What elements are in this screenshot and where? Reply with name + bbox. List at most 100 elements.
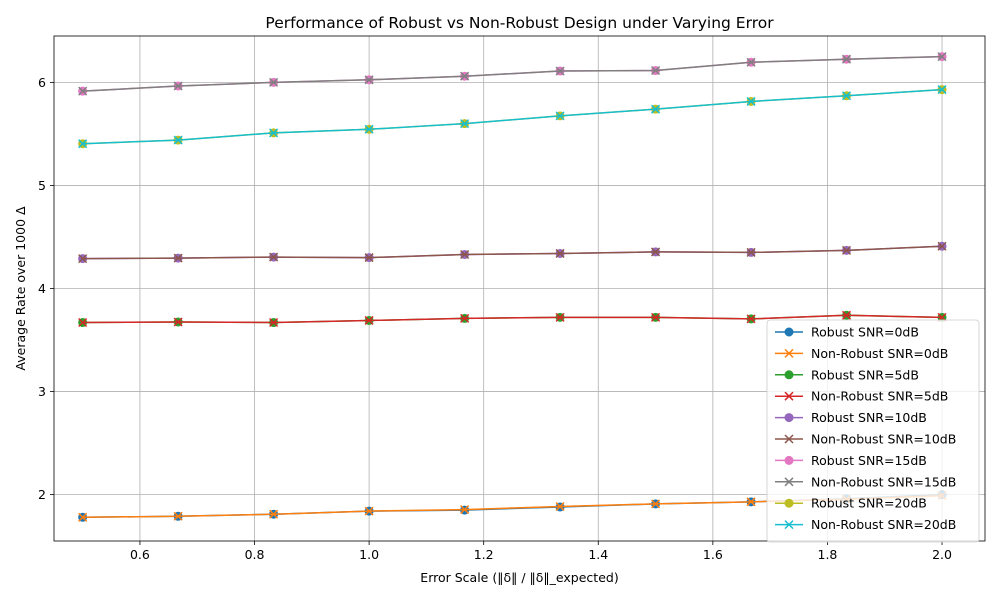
legend-label: Non-Robust SNR=5dB <box>811 389 948 404</box>
legend-marker <box>784 413 794 423</box>
series-line <box>82 55 943 92</box>
data-point <box>269 317 279 328</box>
series-line <box>82 88 943 145</box>
legend-label: Robust SNR=10dB <box>811 410 927 425</box>
data-point <box>937 52 947 62</box>
x-tick-label: 2.0 <box>932 547 952 562</box>
data-point <box>651 499 661 509</box>
legend-label: Non-Robust SNR=15dB <box>811 474 956 489</box>
series-line <box>82 314 943 324</box>
legend-marker <box>784 434 794 444</box>
legend-label: Non-Robust SNR=10dB <box>811 432 956 447</box>
data-point <box>78 139 88 149</box>
legend-item: Robust SNR=10dB <box>775 410 927 425</box>
data-point <box>364 506 374 516</box>
legend-item: Non-Robust SNR=10dB <box>775 432 956 447</box>
x-tick-label: 1.8 <box>818 547 838 562</box>
data-point <box>269 128 279 138</box>
data-point <box>173 317 183 327</box>
legend-label: Robust SNR=5dB <box>811 367 919 382</box>
data-point <box>269 509 279 519</box>
legend-label: Robust SNR=20dB <box>811 496 927 511</box>
legend-label: Non-Robust SNR=0dB <box>811 346 948 361</box>
ticks: 0.6 0.8 1.0 1.2 1.4 1.6 1.8 2.0 2 3 4 5 6 <box>38 75 952 562</box>
x-tick-label: 1.6 <box>703 547 723 562</box>
data-point <box>460 71 470 81</box>
legend-marker <box>784 348 794 358</box>
data-point <box>651 312 661 322</box>
data-point <box>269 252 279 262</box>
legend-marker <box>784 498 794 508</box>
data-point <box>555 312 565 322</box>
legend-item: Non-Robust SNR=0dB <box>775 346 948 361</box>
data-point <box>78 317 88 328</box>
y-tick-label: 2 <box>38 487 46 502</box>
data-point <box>364 75 374 85</box>
y-tick-label: 6 <box>38 75 46 90</box>
legend-item: Non-Robust SNR=15dB <box>775 474 956 489</box>
y-tick-label: 5 <box>38 178 46 193</box>
data-point <box>841 245 852 255</box>
data-point <box>651 247 661 257</box>
y-axis-label: Average Rate over 1000 Δ <box>13 206 28 371</box>
data-point <box>460 505 470 515</box>
data-point <box>173 511 183 521</box>
data-point <box>173 81 183 91</box>
data-point <box>746 497 756 507</box>
legend-marker <box>784 370 794 380</box>
x-axis-label: Error Scale (‖δ‖ / ‖δ‖_expected) <box>420 570 618 585</box>
legend-marker <box>784 477 794 487</box>
data-point <box>746 57 756 67</box>
legend-marker <box>784 520 794 530</box>
legend-label: Robust SNR=0dB <box>811 325 919 340</box>
data-point <box>78 512 88 522</box>
legend-marker <box>784 391 794 401</box>
legend-label: Robust SNR=15dB <box>811 453 927 468</box>
legend-item: Robust SNR=5dB <box>775 367 919 382</box>
series-line <box>82 245 943 260</box>
data-point <box>364 315 374 325</box>
data-point <box>269 77 279 87</box>
series-6 <box>78 241 947 264</box>
data-point <box>78 86 88 96</box>
data-point <box>746 247 756 257</box>
legend: Robust SNR=0dB Non-Robust SNR=0dB Robust S… <box>766 319 980 543</box>
chart-title: Performance of Robust vs Non-Robust Desi… <box>265 14 774 32</box>
legend-marker <box>784 327 794 337</box>
data-point <box>651 65 661 76</box>
data-point <box>173 253 183 263</box>
data-point <box>460 249 470 260</box>
legend-box <box>766 319 980 543</box>
x-tick-label: 1.4 <box>588 547 608 562</box>
x-tick-label: 0.6 <box>130 547 150 562</box>
legend-item: Robust SNR=0dB <box>775 325 919 340</box>
data-point <box>364 253 374 263</box>
data-point <box>746 96 756 106</box>
data-point <box>841 310 852 320</box>
data-point <box>937 241 947 251</box>
data-point <box>460 313 470 323</box>
data-point <box>841 54 852 64</box>
legend-label: Non-Robust SNR=20dB <box>811 517 956 532</box>
data-point <box>555 501 565 512</box>
legend-item: Robust SNR=20dB <box>775 496 927 511</box>
data-point <box>78 254 88 264</box>
series-8 <box>78 52 947 96</box>
y-tick-label: 4 <box>38 281 46 296</box>
data-point <box>651 104 661 114</box>
data-point <box>173 135 183 145</box>
legend-item: Non-Robust SNR=20dB <box>775 517 956 532</box>
x-tick-label: 1.2 <box>474 547 494 562</box>
series-10 <box>78 85 947 149</box>
data-point <box>937 85 947 95</box>
data-point <box>841 91 852 101</box>
legend-item: Robust SNR=15dB <box>775 453 927 468</box>
y-tick-label: 3 <box>38 384 46 399</box>
data-point <box>555 111 565 121</box>
data-point <box>555 248 565 258</box>
data-point <box>364 124 374 134</box>
x-tick-label: 1.0 <box>359 547 379 562</box>
data-point <box>555 66 565 76</box>
data-point <box>460 119 470 129</box>
